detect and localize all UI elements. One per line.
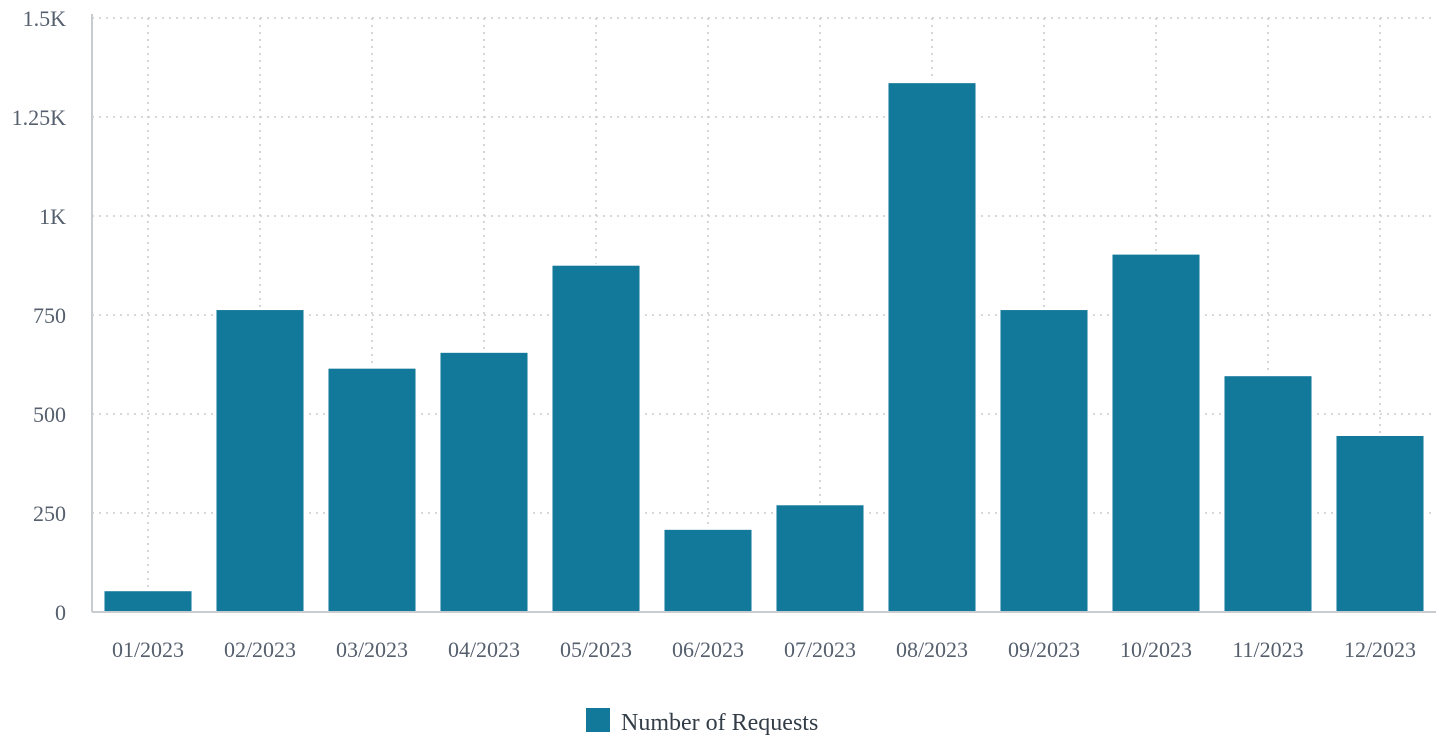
y-tick-label: 1.25K xyxy=(12,105,67,130)
bar-08-2023[interactable] xyxy=(886,81,978,614)
x-tick-label: 06/2023 xyxy=(672,637,744,662)
x-tick-label: 11/2023 xyxy=(1232,637,1303,662)
bar-04-2023[interactable] xyxy=(438,350,530,613)
x-tick-label: 09/2023 xyxy=(1008,637,1080,662)
bars xyxy=(102,81,1426,614)
x-tick-label: 02/2023 xyxy=(224,637,296,662)
bar-02-2023[interactable] xyxy=(214,308,306,613)
bar-12-2023[interactable] xyxy=(1334,433,1426,613)
x-tick-label: 05/2023 xyxy=(560,637,632,662)
bar-01-2023[interactable] xyxy=(102,589,194,613)
legend-swatch[interactable] xyxy=(586,708,610,732)
legend-label[interactable]: Number of Requests xyxy=(621,710,818,736)
x-tick-label: 03/2023 xyxy=(336,637,408,662)
bar-07-2023[interactable] xyxy=(774,503,866,613)
y-tick-label: 250 xyxy=(33,501,66,526)
bar-03-2023[interactable] xyxy=(326,366,418,613)
x-axis: 01/2023 02/2023 03/2023 04/2023 05/2023 06/20… xyxy=(92,611,1436,662)
bar-05-2023[interactable] xyxy=(550,263,642,613)
bar-11-2023[interactable] xyxy=(1222,374,1314,613)
x-tick-label: 10/2023 xyxy=(1120,637,1192,662)
y-tick-label: 1.5K xyxy=(23,6,67,31)
y-tick-label: 1K xyxy=(39,204,66,229)
y-tick-label: 0 xyxy=(55,600,66,625)
bar-09-2023[interactable] xyxy=(998,308,1090,613)
bar-10-2023[interactable] xyxy=(1110,252,1202,613)
bar-06-2023[interactable] xyxy=(662,527,754,614)
x-tick-label: 01/2023 xyxy=(112,637,184,662)
x-tick-label: 12/2023 xyxy=(1344,637,1416,662)
legend[interactable]: Number of Requests xyxy=(586,708,818,736)
x-tick-label: 07/2023 xyxy=(784,637,856,662)
y-tick-label: 500 xyxy=(33,402,66,427)
x-tick-label: 04/2023 xyxy=(448,637,520,662)
y-axis: 0 250 500 750 1K 1.25K 1.5K xyxy=(12,6,93,625)
y-tick-label: 750 xyxy=(33,303,66,328)
x-tick-label: 08/2023 xyxy=(896,637,968,662)
